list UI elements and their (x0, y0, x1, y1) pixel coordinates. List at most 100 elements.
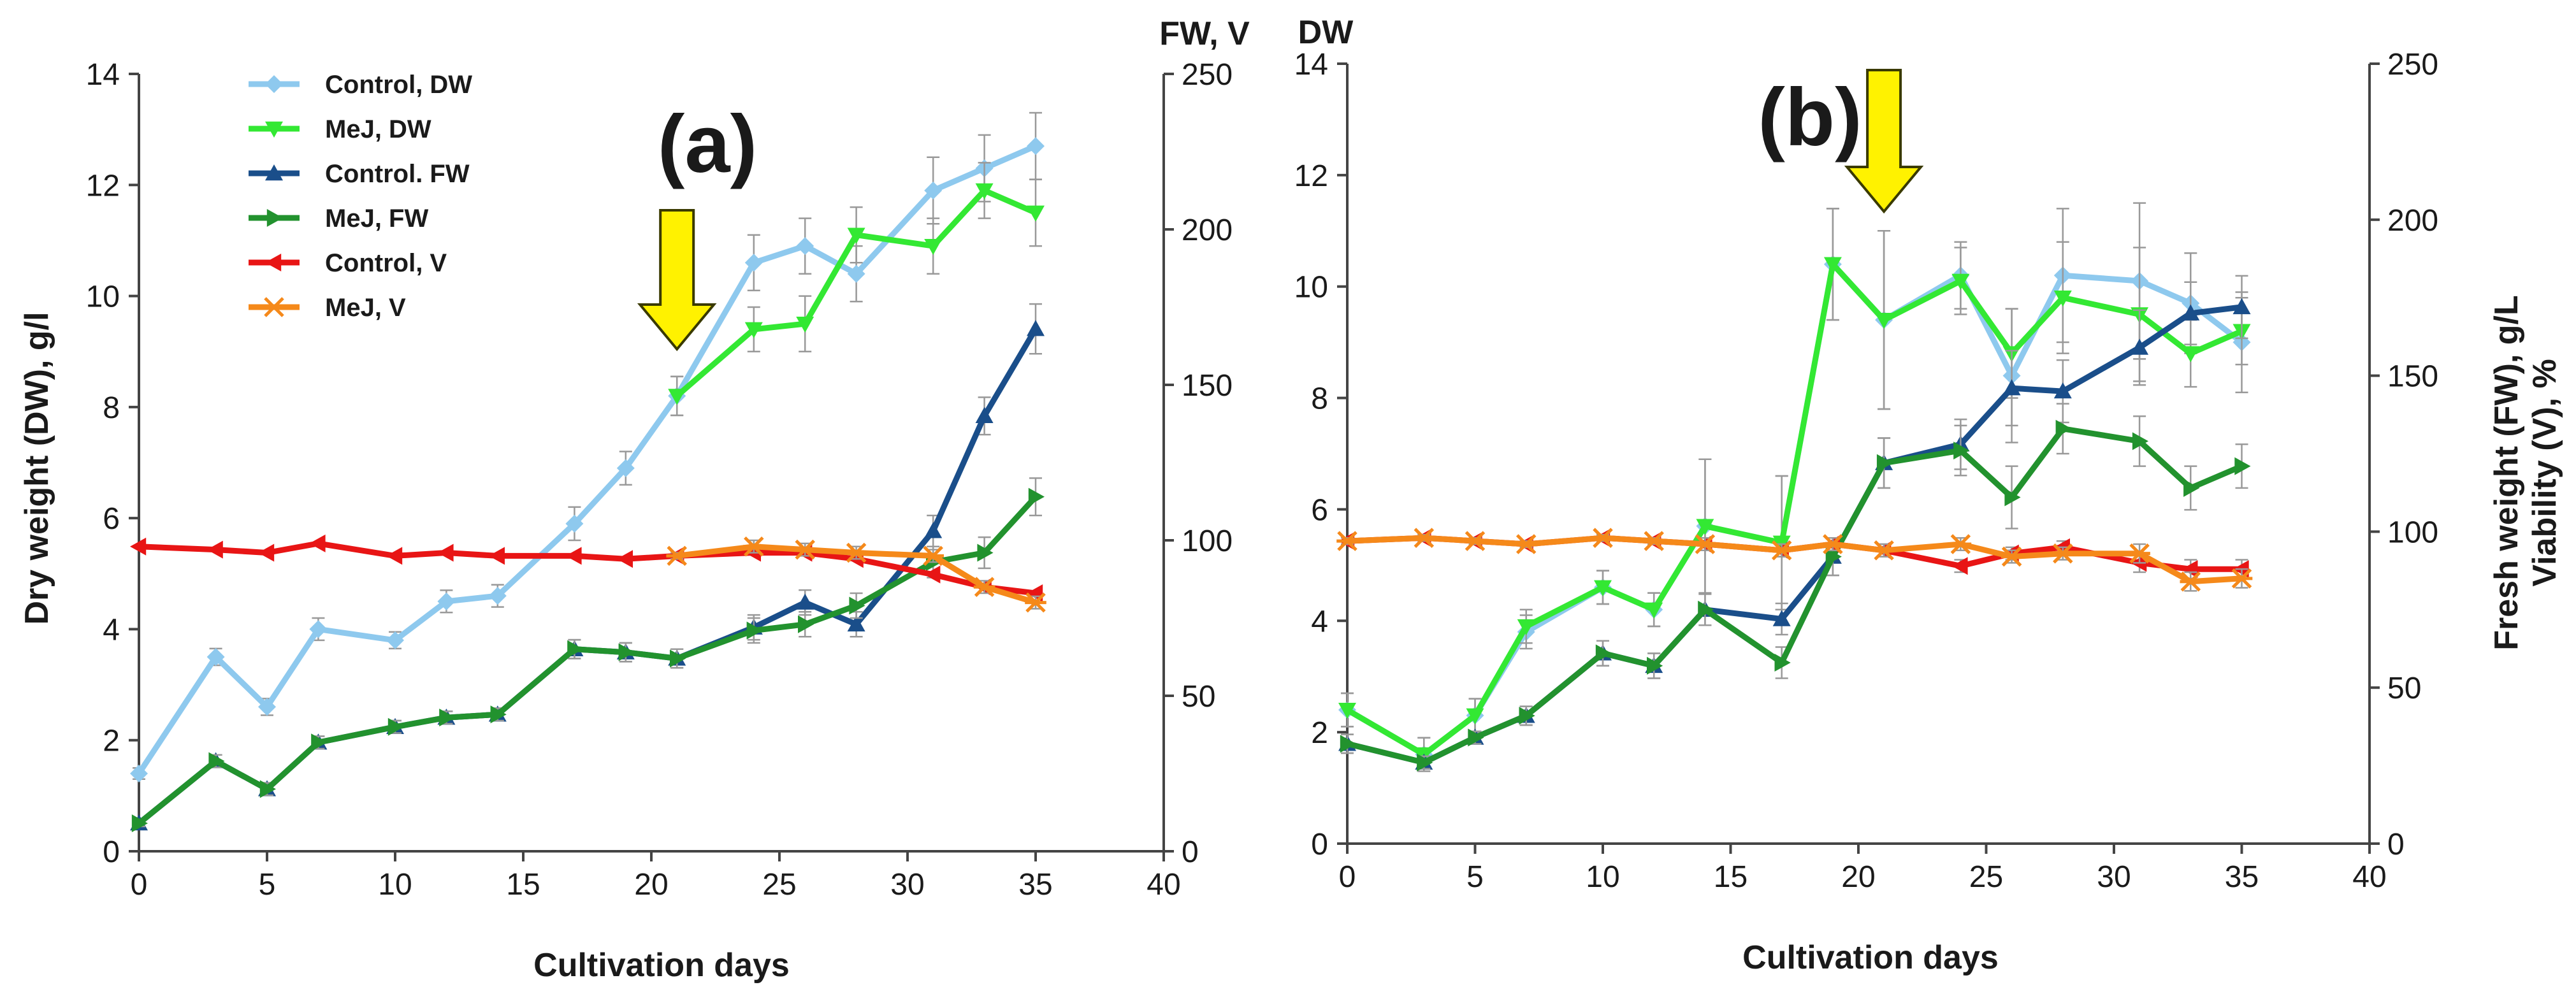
panel-a-point-mej-fw (490, 705, 507, 724)
panel-a-y-left-tick-label: 4 (103, 613, 120, 647)
panel-a-y-right-tick-label: 100 (1182, 524, 1233, 558)
panel-a-point-mej-v (1025, 592, 1046, 613)
legend-swatch-control-v (249, 254, 300, 271)
panel-b-x-tick-label: 40 (2352, 860, 2386, 894)
panel-a-point-mej-dw (924, 238, 943, 256)
panel-b-ylabel-right-2: Viability (V), % (2526, 359, 2563, 586)
panel-a-y-right-tick-label: 150 (1182, 369, 1233, 403)
panel-a-point-control-v (309, 534, 326, 552)
panel-a-point-control-dw (309, 620, 328, 638)
panel-a-point-mej-fw (977, 544, 994, 562)
panel-a-point-control-dw (386, 631, 404, 649)
panel-a-point-control-dw (258, 698, 276, 716)
panel-a-point-control-fw (796, 593, 814, 610)
panel-a-x-tick-label: 5 (259, 868, 276, 902)
legend-swatch-marker (266, 209, 283, 227)
panel-a-point-control-v (130, 537, 147, 556)
panel-a-point-control-v (206, 540, 223, 559)
panel-b-series-mej-fw (1340, 403, 2251, 772)
legend-swatch-control-dw (249, 75, 300, 93)
panel-b-point-mej-v (1464, 531, 1486, 551)
panel-b-point-mej-fw (1774, 654, 1791, 672)
panel-b-point-mej-v (2180, 571, 2202, 592)
panel-b-x-tick-label: 5 (1466, 860, 1484, 894)
panel-a-point-control-dw (847, 264, 865, 283)
legend-swatch-mej-dw (249, 121, 300, 138)
panel-a-y-left-tick-label: 8 (103, 391, 120, 425)
panel-b-point-mej-v (1592, 528, 1614, 548)
panel-b-x-tick-label: 20 (1841, 860, 1875, 894)
panel-b-x-tick-label: 10 (1586, 860, 1619, 894)
panel-b-axes: 0 5 10 15 20 25 30 35 40024681012140501001502002… (1294, 48, 2438, 894)
panel-a-point-mej-fw (311, 733, 328, 752)
panel-a-point-control-v (386, 547, 403, 565)
panel-a-point-mej-fw (618, 643, 635, 661)
panel-a-point-control-dw (616, 459, 635, 477)
panel-a-treatment-arrow (637, 209, 717, 352)
panel-b-point-control-v (2182, 560, 2198, 579)
panel-a-point-mej-fw (849, 596, 865, 615)
panel-b-x-tick-label: 35 (2225, 860, 2259, 894)
panel-b-point-mej-fw (2055, 419, 2072, 438)
panel-b-point-mej-v (1694, 534, 1716, 554)
panel-a-y-left-tick-label: 6 (103, 502, 120, 536)
panel-b-point-mej-v (1413, 528, 1435, 548)
legend-label-control-dw: Control, DW (325, 71, 472, 99)
panel-a-x-tick-label: 0 (131, 868, 148, 902)
panel-a-point-mej-fw (439, 709, 456, 727)
panel-a-y-left-tick-label: 14 (86, 58, 120, 92)
panel-b-y-left-tick-label: 12 (1294, 159, 1328, 193)
panel-b-point-control-fw (2131, 338, 2149, 355)
panel-a-x-tick-label: 40 (1147, 868, 1180, 902)
panel-b-point-mej-fw (1519, 707, 1535, 725)
legend-label-mej-dw: MeJ, DW (325, 115, 431, 143)
panel-a-point-control-v (258, 544, 275, 562)
panel-b-point-mej-fw (2234, 457, 2251, 475)
panel-b-point-mej-dw (1466, 708, 1484, 724)
panel-a-point-control-dw (796, 237, 814, 256)
legend-label-control-v: Control, V (325, 249, 447, 277)
panel-b-point-mej-dw (1875, 312, 1893, 329)
panel-b-point-mej-v (2052, 543, 2074, 564)
legend-swatch-marker (265, 164, 283, 181)
panel-a-point-control-fw (1027, 320, 1045, 336)
panel-b-series-mej-v (1336, 528, 2253, 592)
panel-b-line-mej-v (1344, 535, 2245, 585)
panel-a-point-mej-dw (975, 183, 994, 199)
panel-a-y-right-tick-label: 250 (1182, 58, 1233, 92)
panel-a-point-mej-v (666, 545, 688, 566)
panel-b-point-control-v (1951, 557, 1968, 575)
panel-b-point-mej-fw (1698, 600, 1714, 619)
panel-b-x-tick-label: 0 (1339, 860, 1356, 894)
panel-b-x-tick-label: 25 (1969, 860, 2003, 894)
panel-b-y-left-tick-label: 8 (1311, 382, 1328, 416)
panel-a-y-right-tick-label: 200 (1182, 213, 1233, 247)
panel-a-point-mej-fw (131, 814, 148, 833)
panel-a-point-control-fw (847, 615, 865, 631)
panel-a-axes: 0 5 10 15 20 25 30 35 40024681012140501001502002… (86, 58, 1233, 902)
panel-a-legend: Control, DW MeJ, DW Control. FW MeJ, FW … (249, 71, 472, 322)
panel-b-point-mej-v (1950, 534, 1972, 554)
legend-label-mej-fw: MeJ, FW (325, 205, 428, 233)
panel-a-point-mej-dw (668, 389, 686, 405)
panel-a-x-tick-label: 15 (506, 868, 540, 902)
panel-a-point-mej-v (922, 545, 944, 566)
panel-b-label: (b) (1758, 72, 1862, 163)
panel-a-x-tick-label: 25 (762, 868, 796, 902)
panel-b-line-mej-dw (1344, 261, 2245, 758)
panel-a-label: (a) (658, 99, 757, 190)
panel-a-point-control-dw (744, 254, 763, 272)
panel-a-ylabel-right: FW, V (1159, 15, 1250, 52)
panel-a-point-mej-dw (847, 227, 865, 244)
panel-a-x-tick-label: 30 (890, 868, 924, 902)
panel-a-y-left-tick-label: 2 (103, 724, 120, 758)
panel-b-point-mej-dw (1645, 602, 1663, 619)
panel-b-point-mej-v (1873, 540, 1895, 561)
panel-a-point-control-dw (130, 765, 148, 782)
panel-a-line-control-v (136, 540, 1039, 596)
legend-item-control-dw: Control, DW (249, 71, 472, 99)
panel-b-x-tick-label: 15 (1714, 860, 1747, 894)
panel-b-point-mej-fw (1953, 442, 1970, 460)
panel-b-point-mej-fw (1468, 728, 1484, 747)
panel-b-y-right-tick-label: 250 (2387, 48, 2438, 82)
